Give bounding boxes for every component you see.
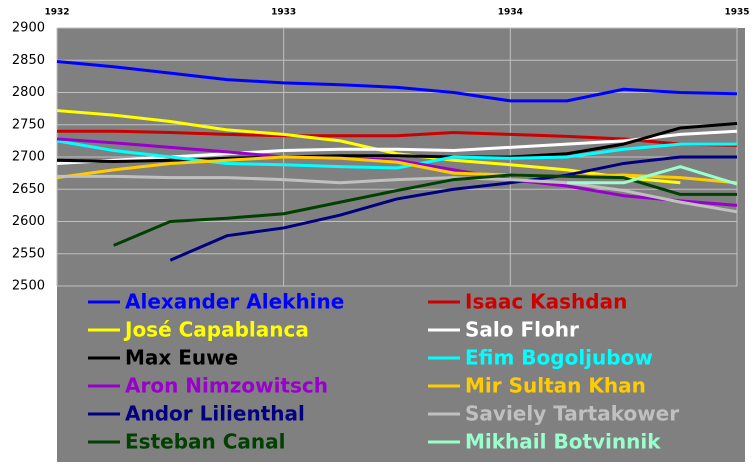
y-tick-label: 2800 [12,85,45,100]
y-tick-label: 2600 [12,214,45,229]
series-line [57,174,738,214]
series-line [56,155,738,185]
y-tick-label: 2750 [12,117,45,132]
legend-label: Efim Bogoljubow [465,346,653,370]
series-line [57,129,738,147]
y-tick-label: 2700 [12,150,45,165]
x-tick-label: 1933 [271,8,296,18]
y-tick-label: 2900 [12,21,45,36]
y-tick-label: 2650 [12,182,45,197]
legend-label: José Capablanca [123,318,309,342]
legend-label: Esteban Canal [125,430,285,454]
legend-label: Mikhail Botvinnik [465,430,661,454]
series-line [169,155,737,262]
y-tick-label: 2550 [12,246,45,261]
legend-label: Alexander Alekhine [125,290,344,314]
y-tick-label: 2850 [12,53,45,68]
series-line [56,137,738,207]
series-line [56,60,738,103]
legend-label: Andor Lilienthal [125,402,305,426]
x-tick-label: 1935 [724,8,749,18]
legend-label: Isaac Kashdan [465,290,627,314]
plot-background [57,28,745,462]
series-line [56,121,738,164]
y-tick-label: 2500 [12,279,45,294]
legend-label: Mir Sultan Khan [465,374,646,398]
legend-label: Aron Nimzowitsch [125,374,328,398]
x-tick-label: 1934 [498,8,523,18]
series-line [56,139,737,170]
legend-label: Max Euwe [125,346,238,370]
series-line [56,109,681,185]
x-tick-label: 1932 [44,8,69,18]
legend-label: Saviely Tartakower [465,402,679,426]
legend-label: Salo Flohr [465,318,579,342]
series-line [567,165,738,186]
